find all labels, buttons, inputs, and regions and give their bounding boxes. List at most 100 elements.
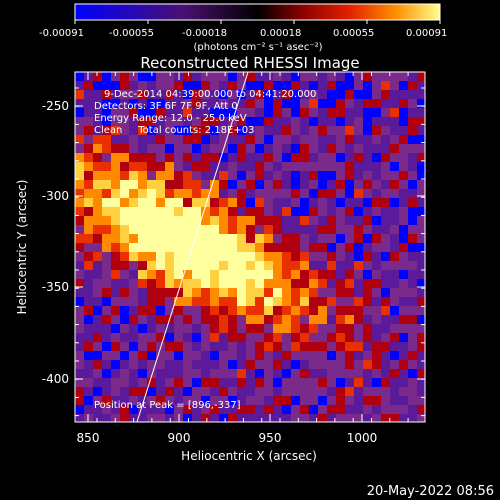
image-pixel (183, 144, 192, 153)
image-pixel (282, 333, 291, 342)
image-pixel (318, 162, 327, 171)
image-pixel (111, 378, 120, 387)
image-pixel (147, 378, 156, 387)
image-pixel (174, 387, 183, 396)
image-pixel (372, 180, 381, 189)
image-pixel (327, 225, 336, 234)
image-pixel (138, 351, 147, 360)
image-pixel (372, 144, 381, 153)
image-pixel (228, 405, 237, 414)
image-pixel (174, 279, 183, 288)
image-pixel (417, 207, 425, 216)
image-pixel (345, 378, 354, 387)
image-pixel (111, 396, 120, 405)
image-pixel (210, 99, 219, 108)
image-pixel (264, 279, 273, 288)
image-pixel (129, 306, 138, 315)
image-pixel (345, 180, 354, 189)
image-pixel (237, 306, 246, 315)
image-pixel (75, 288, 84, 297)
image-pixel (381, 225, 390, 234)
image-pixel (363, 342, 372, 351)
image-pixel (264, 180, 273, 189)
image-pixel (174, 189, 183, 198)
image-pixel (219, 162, 228, 171)
image-pixel (174, 378, 183, 387)
image-pixel (237, 180, 246, 189)
image-pixel (129, 72, 138, 81)
image-pixel (111, 216, 120, 225)
image-pixel (372, 162, 381, 171)
image-pixel (264, 333, 273, 342)
image-pixel (165, 342, 174, 351)
image-pixel (318, 198, 327, 207)
image-pixel (327, 324, 336, 333)
image-pixel (156, 72, 165, 81)
image-pixel (264, 297, 273, 306)
image-pixel (408, 234, 417, 243)
image-pixel (273, 279, 282, 288)
image-pixel (327, 288, 336, 297)
image-pixel (291, 162, 300, 171)
image-pixel (336, 252, 345, 261)
image-pixel (183, 243, 192, 252)
image-pixel (372, 243, 381, 252)
image-pixel (408, 252, 417, 261)
image-pixel (174, 252, 183, 261)
y-tick-label: -400 (42, 372, 69, 386)
image-pixel (354, 297, 363, 306)
image-pixel (345, 333, 354, 342)
image-pixel (75, 225, 84, 234)
image-pixel (264, 324, 273, 333)
image-pixel (84, 369, 93, 378)
image-pixel (93, 126, 102, 135)
image-pixel (192, 405, 201, 414)
image-pixel (102, 297, 111, 306)
image-pixel (165, 99, 174, 108)
image-pixel (381, 135, 390, 144)
image-pixel (318, 117, 327, 126)
image-pixel (138, 324, 147, 333)
image-pixel (282, 405, 291, 414)
image-pixel (309, 288, 318, 297)
image-pixel (156, 162, 165, 171)
image-pixel (255, 207, 264, 216)
image-pixel (264, 81, 273, 90)
image-pixel (336, 90, 345, 99)
image-pixel (219, 126, 228, 135)
image-pixel (183, 387, 192, 396)
image-pixel (372, 315, 381, 324)
image-pixel (408, 108, 417, 117)
image-pixel (255, 180, 264, 189)
image-pixel (165, 108, 174, 117)
image-pixel (273, 126, 282, 135)
image-pixel (345, 396, 354, 405)
image-pixel (183, 108, 192, 117)
image-pixel (174, 162, 183, 171)
colorbar-tick-label: -0.00091 (39, 28, 84, 39)
image-pixel (192, 90, 201, 99)
image-pixel (390, 90, 399, 99)
image-pixel (345, 99, 354, 108)
image-pixel (291, 171, 300, 180)
image-pixel (372, 261, 381, 270)
image-pixel (75, 216, 84, 225)
image-pixel (336, 171, 345, 180)
image-pixel (174, 360, 183, 369)
image-pixel (399, 162, 408, 171)
image-pixel (210, 351, 219, 360)
image-pixel (336, 288, 345, 297)
image-pixel (183, 306, 192, 315)
image-pixel (327, 243, 336, 252)
image-pixel (390, 144, 399, 153)
image-pixel (111, 243, 120, 252)
image-pixel (138, 288, 147, 297)
image-pixel (300, 189, 309, 198)
image-pixel (354, 117, 363, 126)
image-pixel (255, 270, 264, 279)
image-pixel (399, 81, 408, 90)
image-pixel (255, 405, 264, 414)
image-pixel (102, 315, 111, 324)
image-pixel (300, 315, 309, 324)
image-pixel (291, 378, 300, 387)
